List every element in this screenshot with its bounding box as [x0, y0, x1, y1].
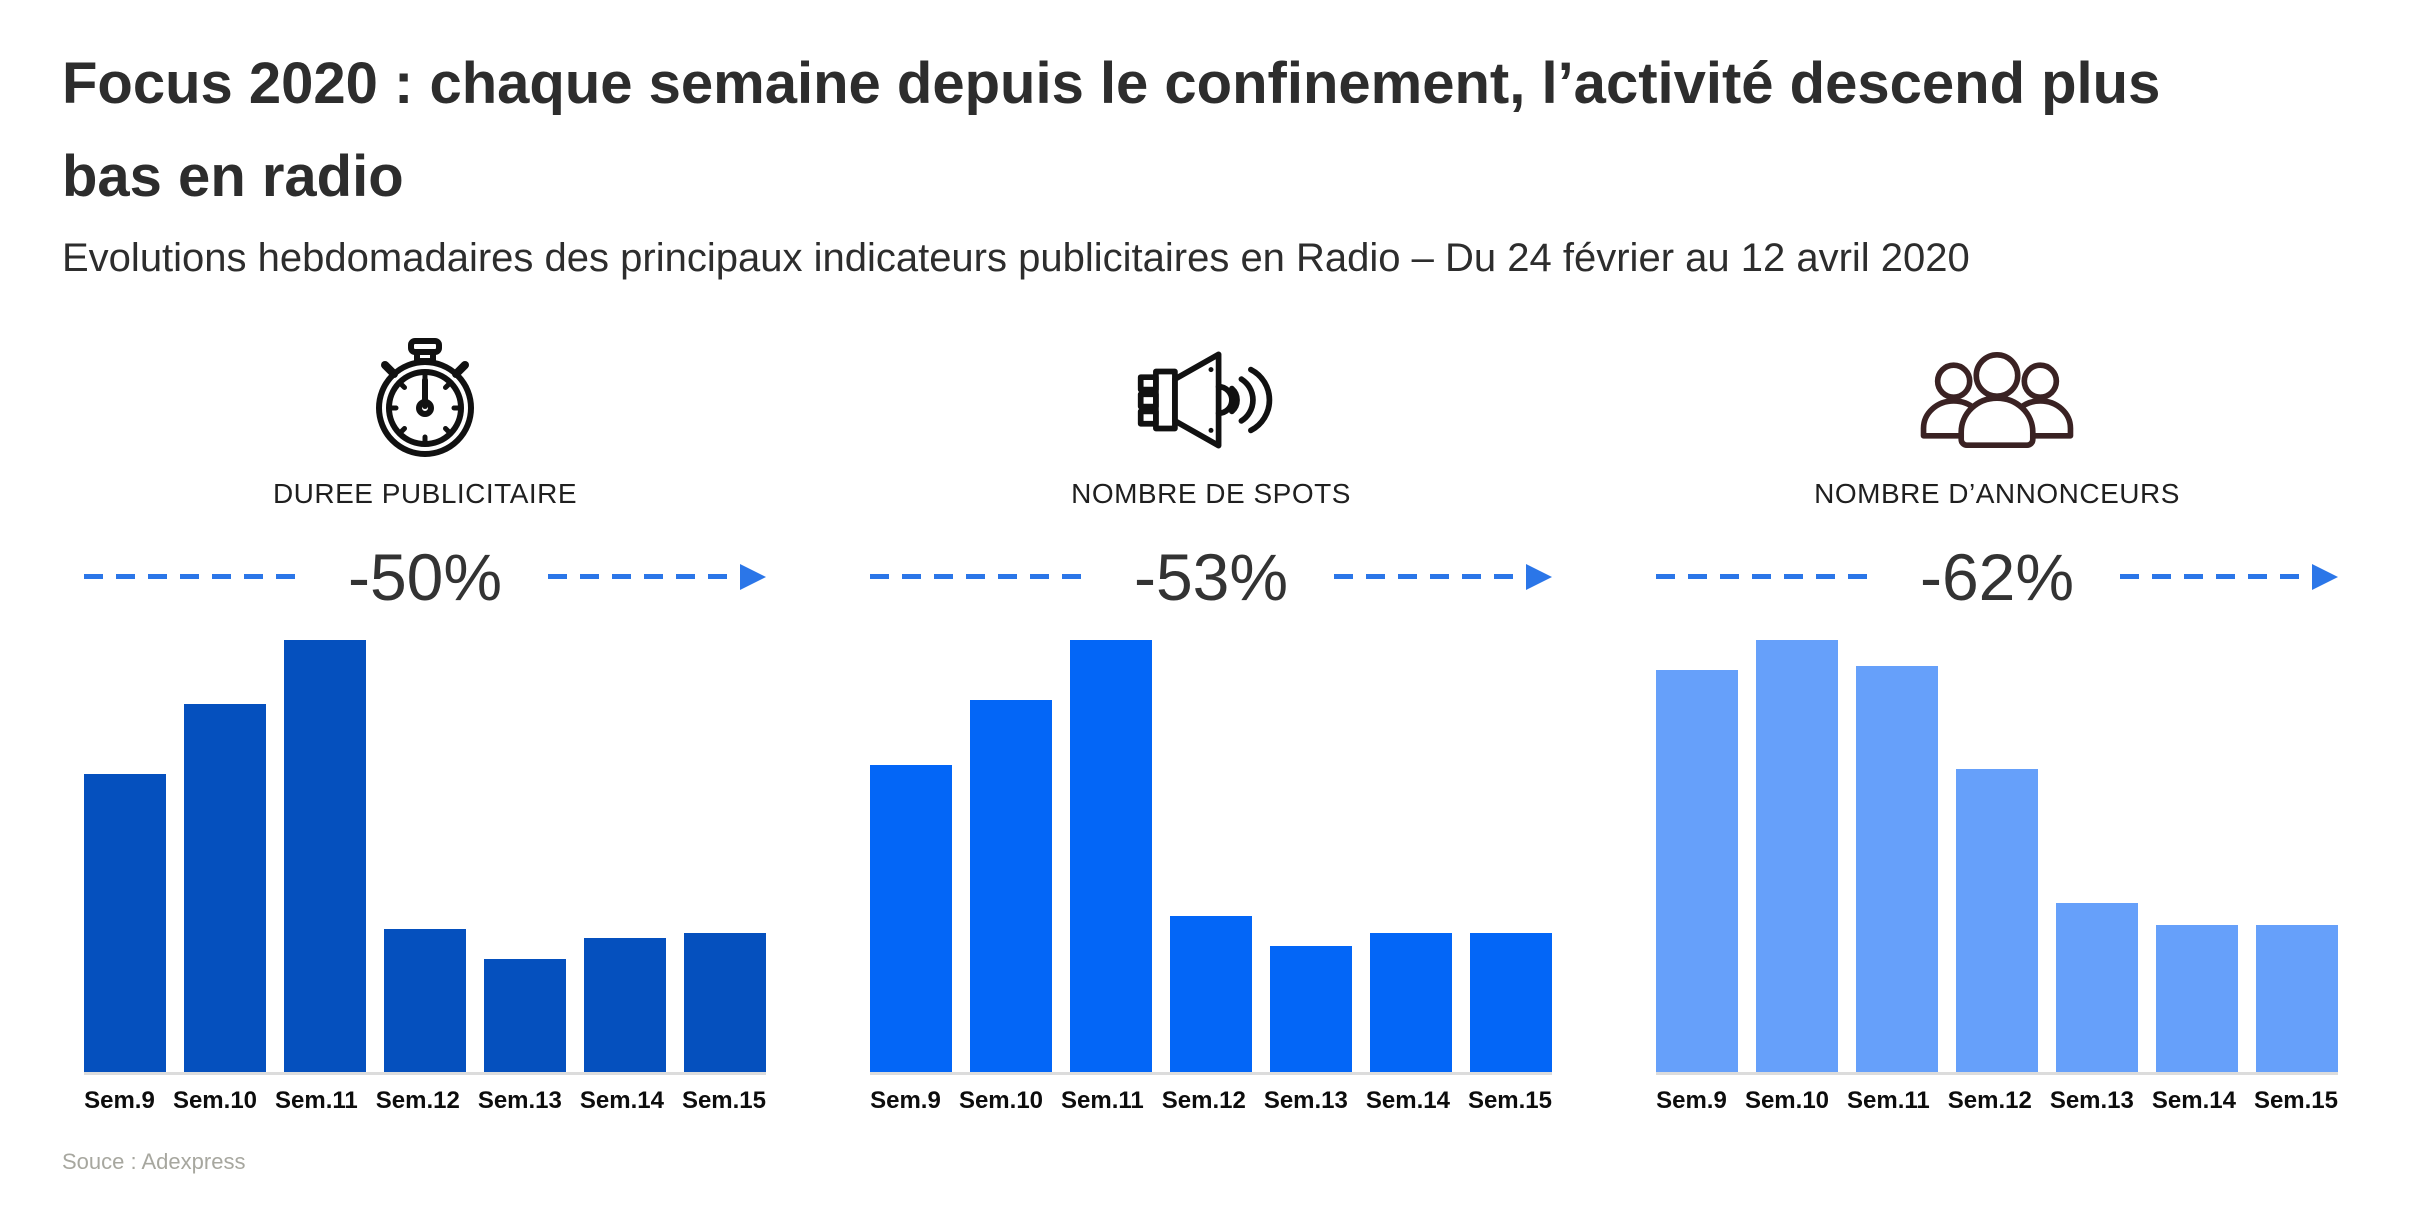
chart-title: NOMBRE DE SPOTS	[1071, 477, 1351, 509]
charts-row: DUREE PUBLICITAIRE -50% Sem.9 Sem.10 Sem.1…	[62, 330, 2360, 1115]
arrow-right-icon	[2312, 563, 2339, 590]
bar-sem-9	[870, 764, 952, 1072]
bars-area	[84, 639, 766, 1075]
bar-sem-11	[1856, 665, 1938, 1072]
speaker-icon	[870, 330, 1552, 470]
chart-section-nombre-de-spots: NOMBRE DE SPOTS -53% Sem.9 Sem.10 Sem.11 Se…	[870, 330, 1553, 1115]
bar-sem-14	[1370, 933, 1452, 1072]
bar-sem-9	[1656, 669, 1738, 1072]
change-indicator: -50%	[84, 530, 767, 624]
bar-sem-14	[2156, 924, 2238, 1072]
dashed-line-right	[1334, 563, 1553, 590]
page-title: Focus 2020 : chaque semaine depuis le co…	[62, 38, 2360, 224]
bar-sem-9	[84, 773, 166, 1072]
x-axis-labels: Sem.9 Sem.10 Sem.11 Sem.12 Sem.13 Sem.14 Sem.1…	[84, 1087, 766, 1115]
page-subtitle: Evolutions hebdomadaires des principaux …	[62, 235, 1970, 280]
x-axis-label: Sem.9	[84, 1086, 155, 1114]
x-axis-label: Sem.11	[1847, 1086, 1930, 1114]
x-axis-label: Sem.14	[2151, 1086, 2236, 1114]
x-axis-label: Sem.12	[1947, 1086, 2032, 1114]
dashed-line-right	[2120, 563, 2339, 590]
x-axis-label: Sem.9	[870, 1086, 941, 1114]
bar-sem-11	[284, 639, 366, 1072]
x-axis-label: Sem.15	[2253, 1086, 2338, 1114]
bar-sem-10	[1756, 639, 1838, 1072]
x-axis-label: Sem.10	[172, 1086, 258, 1114]
x-axis-label: Sem.9	[1656, 1086, 1727, 1114]
bar-sem-12	[384, 929, 466, 1072]
bar-sem-10	[970, 700, 1052, 1072]
page-title-line2: bas en radio	[62, 143, 404, 209]
bars-area	[870, 639, 1552, 1075]
bar-sem-15	[1470, 933, 1552, 1072]
x-axis-label: Sem.13	[1263, 1086, 1348, 1114]
change-indicator: -53%	[870, 530, 1553, 624]
x-axis-label: Sem.13	[2049, 1086, 2134, 1114]
bar-sem-12	[1170, 916, 1252, 1072]
page-title-line1: Focus 2020 : chaque semaine depuis le co…	[62, 51, 2161, 116]
x-axis-labels: Sem.9 Sem.10 Sem.11 Sem.12 Sem.13 Sem.14 Sem.1…	[870, 1087, 1552, 1115]
change-percent: -53%	[1133, 539, 1289, 614]
x-axis-labels: Sem.9 Sem.10 Sem.11 Sem.12 Sem.13 Sem.14 Sem.1…	[1656, 1087, 2338, 1115]
dashed-line-left	[1656, 574, 1874, 580]
change-percent: -50%	[347, 539, 503, 614]
people-icon	[1656, 330, 2338, 470]
x-axis-label: Sem.10	[1744, 1086, 1830, 1114]
arrow-right-icon	[740, 563, 767, 590]
change-indicator: -62%	[1656, 530, 2339, 624]
bar-sem-12	[1956, 769, 2038, 1072]
chart-section-nombre-d-annonceurs: NOMBRE D’ANNONCEURS -62% Sem.9 Sem.10 Sem.…	[1656, 330, 2339, 1115]
x-axis-label: Sem.14	[579, 1086, 664, 1114]
bar-sem-15	[684, 933, 766, 1072]
x-axis-label: Sem.11	[275, 1086, 358, 1114]
bar-sem-15	[2256, 924, 2338, 1072]
stopwatch-icon	[84, 330, 766, 470]
infographic-page: Focus 2020 : chaque semaine depuis le co…	[62, 38, 2360, 1174]
change-percent: -62%	[1919, 539, 2075, 614]
x-axis-label: Sem.15	[681, 1086, 766, 1114]
x-axis-label: Sem.11	[1061, 1086, 1144, 1114]
x-axis-label: Sem.12	[375, 1086, 460, 1114]
chart-title: NOMBRE D’ANNONCEURS	[1814, 477, 2180, 509]
bar-sem-13	[484, 959, 566, 1072]
x-axis-label: Sem.13	[477, 1086, 562, 1114]
bar-sem-13	[2056, 903, 2138, 1072]
x-axis-label: Sem.14	[1365, 1086, 1450, 1114]
bar-chart-duree-publicitaire: Sem.9 Sem.10 Sem.11 Sem.12 Sem.13 Sem.14 Sem.1…	[84, 639, 766, 1115]
bar-sem-14	[584, 937, 666, 1072]
bar-chart-nombre-de-spots: Sem.9 Sem.10 Sem.11 Sem.12 Sem.13 Sem.14 Sem.1…	[870, 639, 1552, 1115]
dashed-line-left	[870, 574, 1088, 580]
dashed-line-left	[84, 574, 302, 580]
bars-area	[1656, 639, 2338, 1075]
source-note: Souce : Adexpress	[62, 1148, 246, 1174]
bar-sem-11	[1070, 639, 1152, 1072]
bar-sem-10	[184, 704, 266, 1072]
chart-section-duree-publicitaire: DUREE PUBLICITAIRE -50% Sem.9 Sem.10 Sem.1…	[84, 330, 767, 1115]
dashed-line-right	[548, 563, 767, 590]
x-axis-label: Sem.15	[1467, 1086, 1552, 1114]
arrow-right-icon	[1526, 563, 1553, 590]
x-axis-label: Sem.12	[1161, 1086, 1246, 1114]
bar-chart-nombre-d-annonceurs: Sem.9 Sem.10 Sem.11 Sem.12 Sem.13 Sem.14 Sem.1…	[1656, 639, 2338, 1115]
x-axis-label: Sem.10	[958, 1086, 1044, 1114]
bar-sem-13	[1270, 946, 1352, 1072]
chart-title: DUREE PUBLICITAIRE	[272, 477, 578, 509]
